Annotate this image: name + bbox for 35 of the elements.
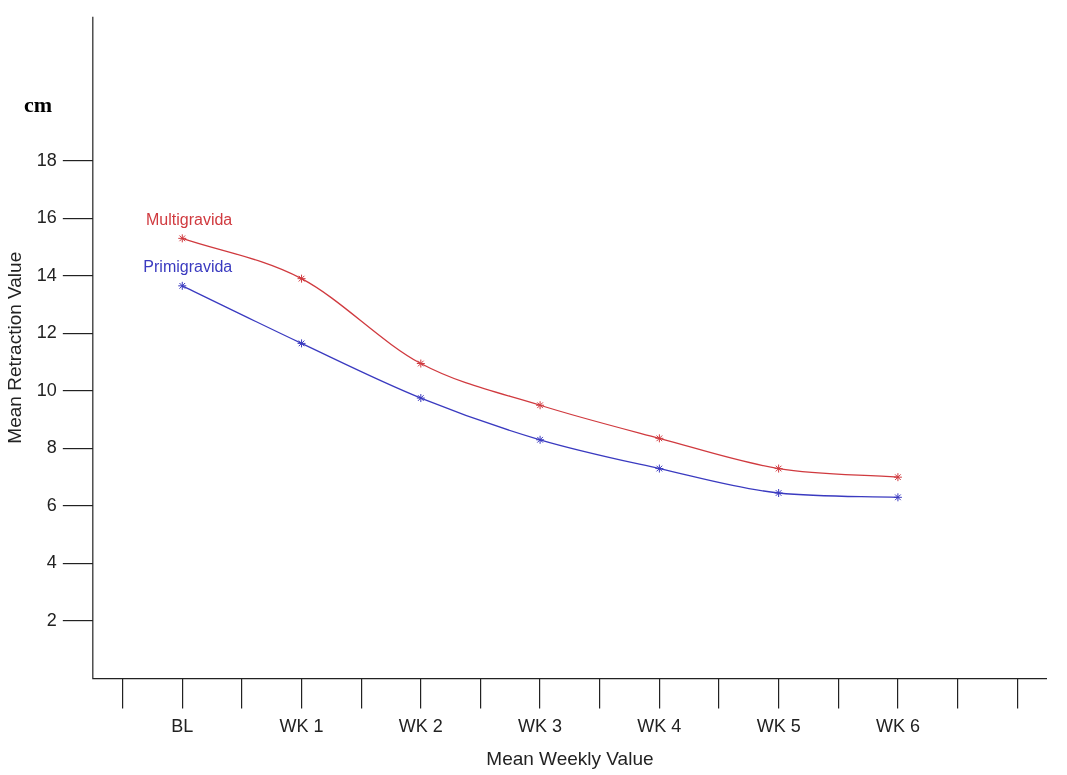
point (893, 472, 903, 482)
point (177, 281, 187, 291)
point (774, 488, 784, 498)
x-tick-label: BL (171, 716, 194, 737)
series-label: Multigravida (146, 210, 233, 228)
point (654, 464, 664, 474)
x-tick-label: WK 6 (875, 716, 920, 737)
x-tick-label: WK 1 (279, 716, 324, 737)
y-tick-label: 18 (36, 149, 57, 170)
y-tick-label: 16 (36, 207, 57, 228)
y-tick-label: 10 (36, 379, 57, 400)
x-axis-title: Mean Weekly Value (486, 747, 654, 769)
y-tick-label: 12 (36, 322, 57, 343)
point (177, 233, 187, 243)
x-tick-label: WK 2 (398, 716, 443, 737)
point (774, 464, 784, 474)
point (535, 435, 545, 445)
point (893, 492, 903, 502)
series-label: Primigravida (143, 258, 233, 276)
x-tick-label: WK 3 (518, 716, 563, 737)
text: cm (23, 92, 53, 118)
point (416, 359, 426, 369)
point (416, 393, 426, 403)
y-tick-label: 4 (46, 552, 57, 573)
y-tick-label: 8 (46, 437, 57, 458)
x-tick-label: WK 4 (637, 716, 682, 737)
point (297, 338, 307, 348)
x-tick-label: WK 5 (756, 716, 801, 737)
y-tick-label: 2 (46, 610, 57, 631)
point (654, 433, 664, 443)
y-tick-label: 14 (36, 264, 57, 285)
y-axis-title: Mean Retraction Value (3, 251, 25, 444)
y-tick-label: 6 (46, 494, 57, 515)
point (535, 400, 545, 410)
point (297, 274, 307, 284)
